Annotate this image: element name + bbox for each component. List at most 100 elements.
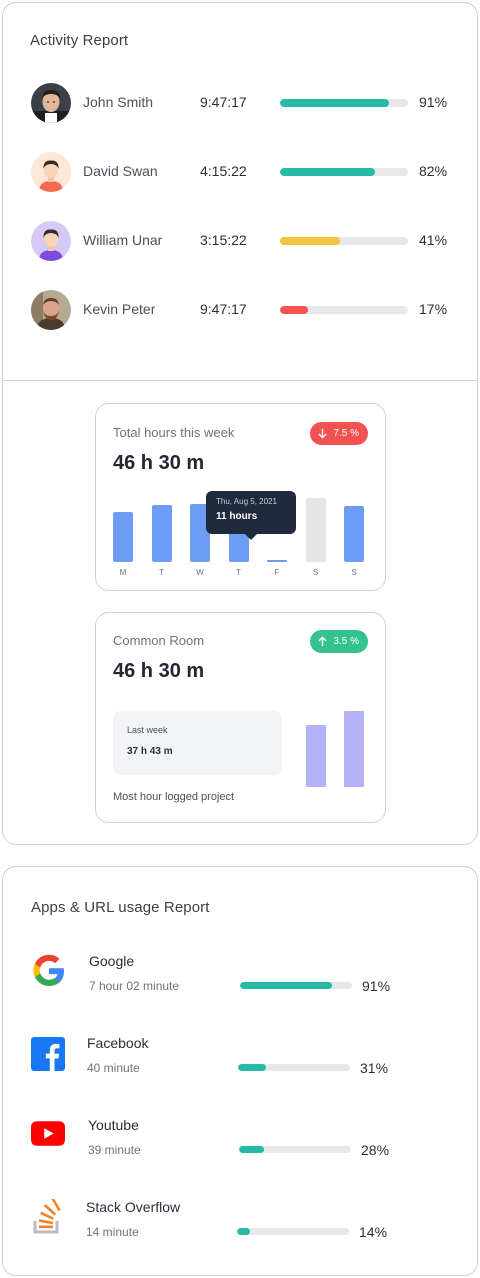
chart-bar[interactable]	[190, 504, 210, 562]
progress-fill	[239, 1146, 264, 1153]
change-badge-text: 3.5 %	[333, 636, 359, 647]
most-logged-project-label: Most hour logged project	[113, 791, 235, 803]
man-illustration-orange-icon	[31, 152, 71, 192]
chart-day-label: T	[159, 568, 164, 577]
room-bar	[344, 711, 364, 787]
app-row[interactable]: Google 7 hour 02 minute 91%	[31, 953, 451, 1003]
person-percent: 82%	[419, 163, 448, 179]
avatar	[31, 152, 71, 192]
person-name: William Unar	[83, 232, 163, 248]
progress-track	[280, 306, 408, 314]
person-name: David Swan	[83, 163, 158, 179]
progress-track	[280, 237, 408, 245]
person-percent: 41%	[419, 232, 448, 248]
last-week-box: Last week 37 h 43 m	[113, 711, 282, 775]
person-row[interactable]: William Unar 3:15:22 41%	[31, 221, 451, 261]
common-room-card: Common Room 46 h 30 m 3.5 % Last week 37…	[95, 612, 386, 823]
person-percent: 91%	[419, 94, 448, 110]
progress-fill	[280, 168, 375, 176]
section-divider	[3, 380, 477, 381]
app-name: Stack Overflow	[86, 1199, 181, 1215]
common-room-value: 46 h 30 m	[113, 660, 205, 682]
person-time: 9:47:17	[200, 301, 247, 317]
chart-day-label: M	[119, 568, 127, 577]
arrow-up-icon	[318, 636, 328, 647]
activity-report-card: Activity Report John Smith 9:47:17 91%	[2, 2, 478, 845]
person-time: 9:47:17	[200, 94, 247, 110]
total-hours-label: Total hours this week	[113, 425, 235, 440]
progress-track	[240, 982, 352, 989]
apps-usage-title: Apps & URL usage Report	[31, 899, 210, 916]
tooltip-date: Thu, Aug 5, 2021	[216, 497, 277, 506]
progress-fill	[238, 1064, 266, 1071]
chart-bar[interactable]	[305, 498, 326, 562]
person-row[interactable]: David Swan 4:15:22 82%	[31, 152, 451, 192]
app-time: 7 hour 02 minute	[89, 979, 180, 993]
chart-bar[interactable]	[344, 506, 364, 562]
person-percent: 17%	[419, 301, 448, 317]
chart-day-label: W	[196, 568, 204, 577]
app-name: Google	[89, 953, 135, 969]
person-name: John Smith	[83, 94, 154, 110]
app-name: Facebook	[87, 1035, 149, 1051]
app-row[interactable]: Youtube 39 minute 28%	[31, 1117, 451, 1167]
app-time: 39 minute	[88, 1143, 141, 1157]
room-bar	[306, 725, 326, 787]
app-time: 14 minute	[86, 1225, 139, 1239]
change-badge-text: 7.5 %	[333, 428, 359, 439]
progress-fill	[280, 99, 389, 107]
person-row[interactable]: Kevin Peter 9:47:17 17%	[31, 290, 451, 330]
chart-bar[interactable]	[113, 512, 133, 562]
last-week-value: 37 h 43 m	[127, 746, 173, 757]
progress-track	[239, 1146, 351, 1153]
chart-bar[interactable]	[151, 505, 172, 562]
person-time: 4:15:22	[200, 163, 247, 179]
avatar	[31, 290, 71, 330]
progress-track	[280, 168, 408, 176]
progress-track	[280, 99, 408, 107]
man-beard-photo-icon	[31, 290, 71, 330]
chart-day-label: S	[312, 568, 319, 577]
total-hours-card: Total hours this week 46 h 30 m 7.5 % M T…	[95, 403, 386, 591]
app-percent: 91%	[362, 978, 391, 994]
common-room-label: Common Room	[113, 633, 205, 648]
person-row[interactable]: John Smith 9:47:17 91%	[31, 83, 451, 123]
stackoverflow-icon	[31, 1199, 67, 1235]
app-percent: 31%	[360, 1060, 389, 1076]
man-illustration-purple-icon	[31, 221, 71, 261]
app-time: 40 minute	[87, 1061, 140, 1075]
app-percent: 14%	[359, 1224, 388, 1240]
avatar	[31, 221, 71, 261]
app-row[interactable]: Stack Overflow 14 minute 14%	[31, 1199, 451, 1249]
app-percent: 28%	[361, 1142, 390, 1158]
change-badge: 7.5 %	[310, 422, 368, 445]
youtube-icon	[31, 1121, 67, 1149]
chart-tooltip: Thu, Aug 5, 2021 11 hours	[206, 491, 296, 540]
google-icon	[31, 953, 67, 989]
progress-fill	[280, 306, 309, 314]
total-hours-value: 46 h 30 m	[113, 452, 205, 474]
facebook-icon	[31, 1037, 65, 1071]
arrow-down-icon	[318, 428, 328, 439]
progress-track	[238, 1064, 350, 1071]
chart-day-label: F	[274, 568, 280, 577]
activity-report-title: Activity Report	[30, 32, 129, 49]
chart-day-label: T	[236, 568, 241, 577]
progress-fill	[237, 1228, 251, 1235]
man-dark-hair-photo-icon	[31, 83, 71, 123]
progress-track	[237, 1228, 349, 1235]
app-row[interactable]: Facebook 40 minute 31%	[31, 1035, 451, 1085]
tooltip-value: 11 hours	[216, 511, 258, 522]
progress-fill	[240, 982, 332, 989]
app-name: Youtube	[88, 1117, 139, 1133]
avatar	[31, 83, 71, 123]
chart-bar[interactable]	[267, 560, 287, 562]
change-badge: 3.5 %	[310, 630, 368, 653]
apps-usage-card: Apps & URL usage Report Google 7 hour 02…	[2, 866, 478, 1276]
chart-day-label: S	[351, 568, 357, 577]
person-name: Kevin Peter	[83, 301, 156, 317]
chart-bar[interactable]	[228, 528, 249, 562]
last-week-label: Last week	[127, 725, 168, 735]
progress-fill	[280, 237, 341, 245]
